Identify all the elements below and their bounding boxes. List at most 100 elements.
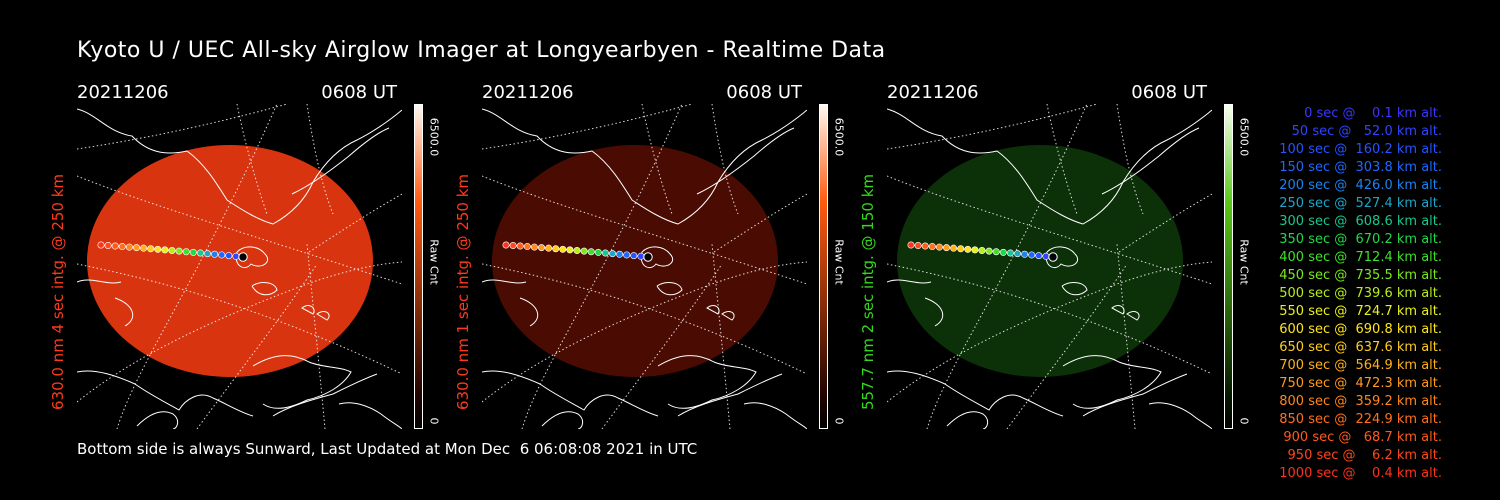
panel-time: 0608 UT <box>321 82 397 103</box>
grid-line <box>236 104 268 215</box>
legend-row: 550 sec @ 724.7 km alt. <box>1275 304 1442 319</box>
coast-segment <box>252 355 352 409</box>
legend-row: 800 sec @ 359.2 km alt. <box>1275 394 1442 409</box>
trajectory-point <box>182 248 190 256</box>
colorbar-min-label: 0 <box>427 417 441 425</box>
grid-line <box>641 104 673 215</box>
colorbar-unit-label: Raw Cnt <box>1237 239 1251 285</box>
trajectory-point <box>132 244 140 252</box>
panel-date: 20211206 <box>887 82 979 103</box>
grid-line <box>77 104 288 150</box>
trajectory-point <box>104 242 112 250</box>
grid-line <box>482 104 693 150</box>
trajectory-point <box>1035 252 1043 260</box>
coast-segment <box>1082 373 1188 417</box>
trajectory-point <box>992 248 1000 256</box>
coast-segment <box>696 127 795 195</box>
legend-row: 700 sec @ 564.9 km alt. <box>1275 358 1442 373</box>
coast-segment <box>1045 246 1079 268</box>
trajectory-legend: 0 sec @ 0.1 km alt. 50 sec @ 52.0 km alt… <box>1262 106 1442 484</box>
panel-date: 20211206 <box>482 82 574 103</box>
trajectory-point <box>175 247 183 255</box>
panel-time: 0608 UT <box>726 82 802 103</box>
trajectory-point <box>523 243 531 251</box>
imager-panel-1: 20211206 0608 UT 630.0 nm 4 sec intg. @ … <box>49 82 482 432</box>
footer-note: Bottom side is always Sunward, Last Upda… <box>77 440 698 458</box>
trajectory-point <box>509 242 517 250</box>
trajectory-point <box>111 242 119 250</box>
coast-segment <box>77 370 254 417</box>
coast-segment <box>657 355 757 409</box>
trajectory-point <box>601 249 609 257</box>
coast-segment <box>77 108 402 225</box>
allsky-map <box>482 104 807 429</box>
trajectory-point <box>566 246 574 254</box>
trajectory-point <box>1042 252 1050 260</box>
trajectory-point <box>140 244 148 252</box>
grid-line <box>887 175 1212 285</box>
trajectory-point <box>204 250 212 258</box>
trajectory-point <box>978 247 986 255</box>
panel-date: 20211206 <box>77 82 169 103</box>
trajectory-point <box>537 244 545 252</box>
colorbar-max-label: 6500.0 <box>427 117 441 157</box>
allsky-image-frame <box>77 104 402 429</box>
grid-line <box>601 263 723 429</box>
legend-row: 500 sec @ 739.6 km alt. <box>1275 286 1442 301</box>
trajectory-point <box>97 241 105 249</box>
colorbar-unit-label: Raw Cnt <box>832 239 846 285</box>
trajectory-point <box>999 248 1007 256</box>
coast-segment <box>541 411 584 429</box>
coast-segment <box>677 373 783 417</box>
grid-line <box>196 263 318 429</box>
legend-row: 600 sec @ 690.8 km alt. <box>1275 322 1442 337</box>
lat-lon-grid <box>482 104 807 429</box>
trajectory-point <box>225 252 233 260</box>
trajectory-point <box>630 252 638 260</box>
panel-time: 0608 UT <box>1131 82 1207 103</box>
wavelength-label: 557.7 nm 2 sec intg. @ 150 km <box>859 173 877 411</box>
coast-segment <box>482 108 807 225</box>
colorbar-unit-label: Raw Cnt <box>427 239 441 285</box>
grid-line <box>711 104 739 215</box>
allsky-image-frame <box>482 104 807 429</box>
coast-segment <box>338 402 402 429</box>
trajectory-point <box>928 243 936 251</box>
trajectory-point <box>907 241 915 249</box>
lat-lon-grid <box>887 104 1212 429</box>
coast-segment <box>251 282 278 296</box>
trajectory-point <box>161 246 169 254</box>
coast-segment <box>291 127 390 195</box>
legend-row: 950 sec @ 6.2 km alt. <box>1283 448 1442 463</box>
wavelength-label: 630.0 nm 1 sec intg. @ 250 km <box>454 173 472 411</box>
legend-row: 750 sec @ 472.3 km alt. <box>1275 376 1442 391</box>
coast-segment <box>656 282 683 296</box>
trajectory-point <box>985 247 993 255</box>
legend-row: 250 sec @ 527.4 km alt. <box>1275 196 1442 211</box>
coast-segment <box>1101 127 1200 195</box>
colorbar-max-label: 6500.0 <box>832 117 846 157</box>
grid-line <box>77 263 402 375</box>
legend-row: 300 sec @ 608.6 km alt. <box>1275 214 1442 229</box>
grid-line <box>308 193 402 253</box>
grid-line <box>306 243 326 429</box>
trajectory-point <box>637 252 645 260</box>
trajectory-point <box>1006 249 1014 257</box>
allsky-map <box>887 104 1212 429</box>
coast-segment <box>1111 305 1140 321</box>
grid-line <box>1118 193 1212 253</box>
trajectory-point <box>232 252 240 260</box>
trajectory-point <box>914 242 922 250</box>
trajectory-point <box>1014 250 1022 258</box>
trajectory-point <box>118 243 126 251</box>
legend-row: 0 sec @ 0.1 km alt. <box>1291 106 1442 121</box>
trajectory-point <box>147 245 155 253</box>
legend-row: 350 sec @ 670.2 km alt. <box>1275 232 1442 247</box>
trajectory-point <box>616 250 624 258</box>
colorbar-max-label: 6500.0 <box>1237 117 1251 157</box>
colorbar-min-label: 0 <box>1237 417 1251 425</box>
airglow-disk <box>492 145 778 377</box>
trajectory-point <box>218 251 226 259</box>
trajectory-point <box>1021 250 1029 258</box>
trajectory-point <box>502 241 510 249</box>
